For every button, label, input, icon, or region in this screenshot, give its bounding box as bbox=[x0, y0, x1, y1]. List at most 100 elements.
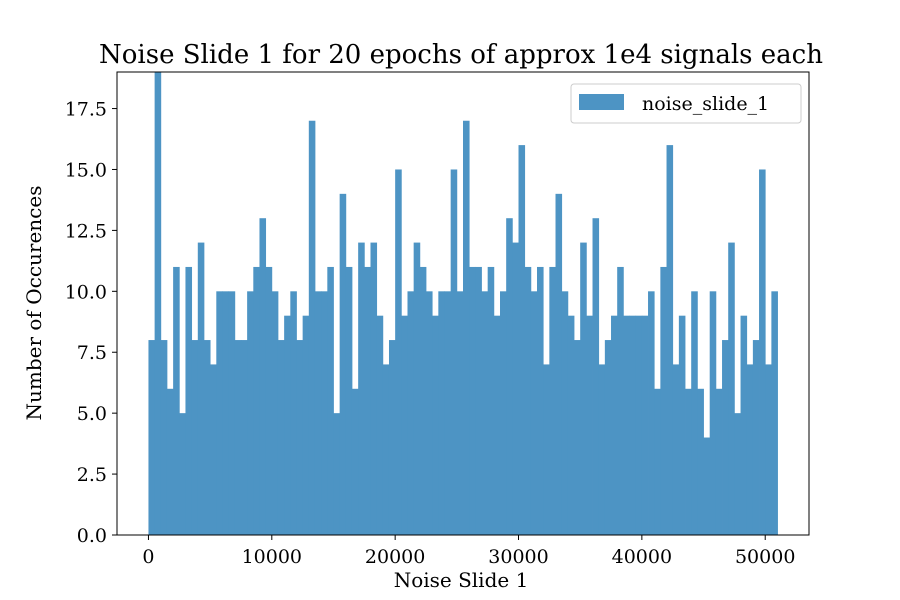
histogram-bar bbox=[660, 266, 667, 535]
histogram-bar bbox=[537, 266, 544, 535]
bars-group bbox=[148, 72, 778, 536]
x-axis-label: Noise Slide 1 bbox=[394, 568, 529, 592]
histogram-bar bbox=[216, 291, 223, 535]
x-tick-label: 50000 bbox=[735, 546, 795, 568]
histogram-bar bbox=[253, 266, 260, 535]
y-axis-label: Number of Occurences bbox=[22, 186, 46, 421]
histogram-bar bbox=[765, 364, 772, 535]
x-tick-label: 20000 bbox=[365, 546, 425, 568]
histogram-bar bbox=[475, 266, 482, 535]
histogram-bar bbox=[617, 266, 624, 535]
y-tick-label: 12.5 bbox=[65, 220, 107, 242]
histogram-bar bbox=[179, 413, 186, 535]
histogram-bar bbox=[586, 315, 593, 535]
histogram-bar bbox=[321, 291, 328, 535]
histogram-bar bbox=[376, 315, 384, 535]
histogram-bar bbox=[166, 388, 174, 535]
x-tick-label: 30000 bbox=[488, 546, 548, 568]
histogram-bar bbox=[438, 291, 445, 535]
histogram-bar bbox=[715, 388, 723, 535]
histogram-bar bbox=[666, 145, 674, 535]
histogram-bar bbox=[425, 291, 433, 535]
histogram-bar bbox=[641, 315, 649, 535]
histogram-bar bbox=[388, 340, 396, 535]
histogram-bar bbox=[210, 364, 217, 535]
histogram-bar bbox=[629, 315, 637, 535]
histogram-bar bbox=[506, 218, 513, 536]
histogram-bar bbox=[567, 315, 575, 535]
histogram-bar bbox=[598, 364, 606, 535]
histogram-bar bbox=[611, 315, 618, 535]
legend: noise_slide_1 bbox=[570, 83, 802, 124]
histogram-bar bbox=[722, 340, 729, 535]
x-tick-label: 40000 bbox=[612, 546, 672, 568]
y-axis-ticks: 0.0 2.5 5.0 7.5 10.0 12.5 15.0 17.5 bbox=[65, 99, 117, 547]
histogram-bar bbox=[771, 291, 778, 535]
histogram-bar bbox=[549, 266, 556, 535]
histogram-bar bbox=[524, 266, 532, 535]
histogram-bar bbox=[234, 340, 242, 535]
histogram-bar bbox=[500, 291, 507, 535]
histogram-bar bbox=[561, 291, 569, 535]
legend-swatch bbox=[579, 94, 624, 110]
histogram-bar bbox=[481, 291, 489, 535]
histogram-bar bbox=[364, 266, 371, 535]
histogram-bar bbox=[746, 364, 754, 535]
histogram-bar bbox=[401, 315, 408, 535]
histogram-bar bbox=[450, 169, 458, 535]
legend-label: noise_slide_1 bbox=[642, 93, 769, 115]
y-tick-label: 0.0 bbox=[77, 525, 107, 547]
histogram-bar bbox=[419, 266, 427, 535]
histogram-bar bbox=[339, 193, 347, 535]
histogram-bar bbox=[351, 388, 359, 535]
histogram-bar bbox=[734, 413, 741, 535]
histogram-bar bbox=[574, 340, 581, 535]
histogram-bar bbox=[185, 266, 193, 535]
histogram-bar bbox=[493, 315, 501, 535]
histogram-bar bbox=[327, 266, 334, 535]
histogram-bar bbox=[173, 266, 180, 535]
histogram-bar bbox=[247, 291, 254, 535]
histogram-bar bbox=[512, 242, 519, 535]
histogram-bar bbox=[265, 266, 273, 535]
x-axis-ticks: 0 10000 20000 30000 40000 50000 bbox=[142, 535, 795, 568]
histogram-bar bbox=[469, 266, 476, 535]
plot-frame bbox=[116, 71, 810, 536]
histogram-bar bbox=[308, 120, 316, 535]
histogram-bar bbox=[160, 340, 168, 535]
histogram-bar bbox=[740, 315, 748, 535]
histogram-bar bbox=[672, 364, 680, 535]
histogram-bar bbox=[543, 364, 550, 535]
histogram-bar bbox=[370, 242, 378, 535]
histogram-bar bbox=[284, 315, 291, 535]
histogram-bar bbox=[623, 315, 630, 535]
y-tick-label: 10.0 bbox=[65, 281, 107, 303]
y-tick-label: 2.5 bbox=[77, 464, 107, 486]
chart-title: Noise Slide 1 for 20 epochs of approx 1e… bbox=[99, 40, 823, 70]
histogram-bar bbox=[290, 291, 297, 535]
histogram-bar bbox=[635, 315, 643, 535]
histogram-bar bbox=[259, 218, 267, 536]
histogram-bar bbox=[314, 291, 322, 535]
histogram-bar bbox=[487, 266, 495, 535]
histogram-bar bbox=[709, 291, 717, 535]
histogram-bar bbox=[277, 340, 285, 535]
y-tick-label: 15.0 bbox=[65, 159, 107, 181]
y-tick-label: 17.5 bbox=[65, 99, 107, 121]
histogram-bar bbox=[154, 72, 162, 535]
histogram-bar bbox=[271, 291, 279, 535]
histogram-bar bbox=[463, 120, 470, 535]
histogram-bar bbox=[759, 169, 766, 535]
histogram-bar bbox=[703, 437, 711, 535]
histogram-bar bbox=[728, 242, 735, 535]
histogram-bar bbox=[358, 242, 365, 535]
histogram-bar bbox=[395, 169, 402, 535]
histogram-bar bbox=[530, 291, 538, 535]
histogram-bar bbox=[407, 291, 415, 535]
histogram-bar bbox=[678, 315, 686, 535]
y-tick-label: 5.0 bbox=[77, 403, 107, 425]
y-tick-label: 7.5 bbox=[77, 342, 107, 364]
histogram-bar bbox=[302, 315, 310, 535]
histogram-bar bbox=[456, 291, 464, 535]
